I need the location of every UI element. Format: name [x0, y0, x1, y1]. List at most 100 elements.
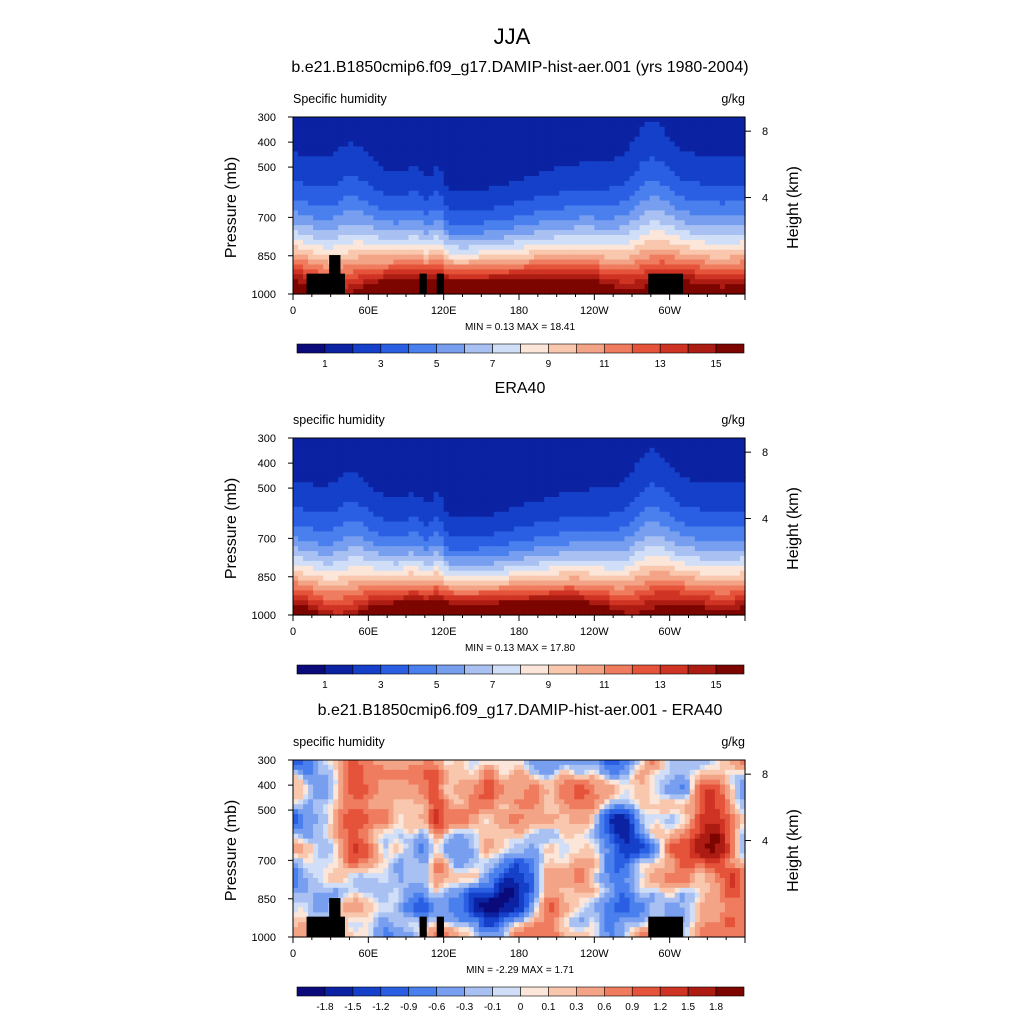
y2-tick-label: 8 — [762, 126, 768, 138]
contour-cell — [488, 195, 495, 202]
contour-cell — [619, 121, 626, 128]
contour-cell — [388, 284, 395, 290]
contour-cell — [539, 215, 545, 221]
x-tick-label: 180 — [510, 305, 528, 317]
contour-cell — [313, 210, 319, 216]
contour-cell — [739, 205, 746, 212]
contour-cell — [423, 501, 430, 508]
contour-cell — [599, 472, 605, 478]
contour-cell — [639, 230, 646, 236]
contour-cell — [313, 506, 319, 513]
contour-cell — [363, 225, 369, 231]
contour-cell — [503, 457, 510, 464]
contour-cell — [403, 284, 410, 290]
contour-cell — [644, 284, 651, 290]
contour-cell — [333, 487, 339, 493]
contour-cell — [513, 141, 520, 148]
contour-cell — [544, 131, 550, 138]
contour-cell — [529, 205, 535, 212]
contour-cell — [694, 447, 701, 454]
contour-cell — [544, 452, 550, 459]
contour-cell — [433, 269, 440, 275]
contour-cell — [529, 254, 535, 261]
contour-cell — [483, 462, 490, 469]
contour-cell — [368, 171, 374, 177]
contour-cell — [614, 511, 621, 518]
contour-cell — [704, 225, 711, 231]
contour-cell — [529, 235, 535, 241]
contour-cell — [378, 176, 384, 182]
contour-cell — [443, 511, 450, 518]
contour-cell — [739, 467, 746, 474]
contour-cell — [709, 472, 716, 478]
contour-cell — [694, 156, 701, 162]
contour-cell — [619, 141, 626, 148]
contour-cell — [438, 131, 445, 138]
contour-cell — [333, 511, 339, 518]
contour-cell — [413, 176, 420, 182]
contour-cell — [478, 452, 485, 459]
x-tick-label: 120W — [580, 305, 609, 317]
contour-cell — [348, 235, 354, 241]
contour-cell — [508, 121, 515, 128]
contour-cell — [343, 249, 349, 256]
contour-cell — [333, 235, 339, 241]
contour-cell — [358, 239, 364, 246]
contour-cell — [544, 200, 550, 207]
contour-cell — [634, 516, 641, 523]
contour-cell — [343, 477, 349, 483]
contour-cell — [699, 492, 706, 498]
contour-cell — [659, 467, 666, 474]
contour-cell — [549, 141, 555, 148]
contour-cell — [529, 141, 535, 148]
colorbar-swatch — [408, 343, 437, 354]
contour-cell — [468, 220, 475, 226]
contour-cell — [443, 244, 450, 251]
contour-cell — [433, 136, 440, 143]
contour-cell — [393, 259, 400, 266]
contour-cell — [529, 506, 535, 513]
contour-cell — [664, 220, 671, 226]
contour-cell — [328, 239, 334, 246]
contour-cell — [438, 467, 445, 474]
contour-cell — [498, 462, 505, 469]
contour-cell — [408, 511, 415, 518]
contour-cell — [463, 447, 470, 454]
contour-cell — [739, 452, 746, 459]
contour-cell — [679, 521, 686, 528]
contour-cell — [363, 284, 369, 290]
contour-cell — [534, 225, 540, 231]
contour-cell — [604, 151, 610, 157]
contour-cell — [323, 244, 329, 251]
contour-cell — [508, 151, 515, 157]
contour-cell — [679, 195, 686, 202]
contour-cell — [438, 136, 445, 143]
contour-cell — [508, 526, 515, 533]
contour-cell — [714, 146, 721, 153]
contour-cell — [403, 244, 410, 251]
contour-cell — [473, 516, 480, 523]
contour-cell — [403, 146, 410, 153]
contour-cell — [373, 264, 379, 271]
contour-cell — [388, 249, 395, 256]
contour-cell — [483, 447, 490, 454]
contour-cell — [524, 131, 530, 138]
contour-cell — [704, 457, 711, 464]
contour-cell — [734, 497, 741, 503]
contour-cell — [589, 472, 595, 478]
contour-cell — [564, 220, 570, 226]
contour-cell — [699, 136, 706, 143]
contour-cell — [694, 121, 701, 128]
contour-cell — [308, 492, 314, 498]
contour-cell — [413, 477, 420, 483]
contour-cell — [699, 511, 706, 518]
contour-cell — [403, 180, 410, 187]
contour-cell — [353, 121, 359, 128]
contour-cell — [398, 284, 405, 290]
contour-cell — [443, 249, 450, 256]
contour-cell — [574, 205, 580, 212]
contour-cell — [438, 501, 445, 508]
contour-cell — [448, 482, 455, 488]
contour-cell — [524, 438, 530, 444]
contour-cell — [534, 506, 540, 513]
